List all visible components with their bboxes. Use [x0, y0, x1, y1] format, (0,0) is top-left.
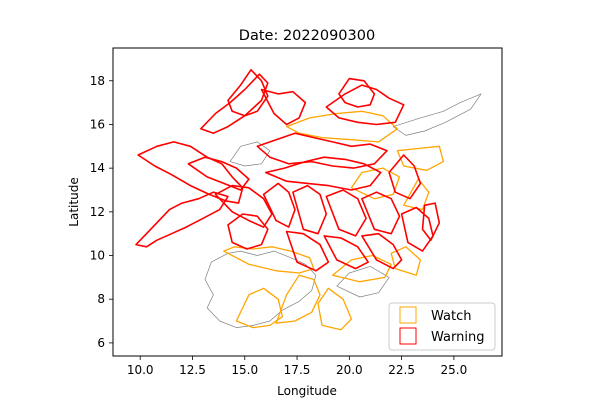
watch-region-11: [396, 145, 445, 171]
warning-region-27: [285, 230, 330, 272]
warning-region-17: [227, 69, 269, 117]
background-region-0: [204, 250, 317, 328]
warning-region-32: [388, 154, 422, 200]
watch-region-5: [235, 287, 284, 329]
background-region-1: [392, 93, 482, 136]
y-tick-label: 8: [97, 292, 105, 306]
y-tick-label: 18: [90, 74, 105, 88]
legend-warning-label: Warning: [431, 330, 484, 345]
background-region-2: [336, 266, 390, 298]
warning-region-34: [421, 202, 441, 241]
warning-region-35: [187, 156, 250, 191]
legend-watch-swatch: [399, 306, 417, 324]
y-tick-label: 12: [90, 205, 105, 219]
chart-title: Date: 2022090300: [239, 28, 375, 44]
background-regions-layer: [204, 93, 482, 328]
x-tick-label: 10.0: [127, 363, 154, 377]
x-tick-label: 22.5: [388, 363, 415, 377]
y-tick-label: 14: [90, 161, 105, 175]
warning-region-29: [323, 235, 370, 270]
legend-watch-label: Watch: [431, 309, 471, 324]
watch-region-10: [285, 110, 399, 143]
warning-region-30: [361, 191, 401, 235]
x-tick-label: 15.0: [231, 363, 258, 377]
y-axis-ticks: 6 8 10 12 14 16 18: [90, 74, 113, 350]
y-tick-label: 16: [90, 117, 105, 131]
warning-region-18: [260, 88, 307, 126]
warning-region-19: [325, 84, 405, 126]
y-tick-label: 10: [90, 249, 105, 263]
x-tick-label: 25.0: [441, 363, 468, 377]
warning-region-26: [292, 184, 328, 235]
watch-region-12: [350, 167, 401, 200]
watch-region-6: [275, 274, 321, 324]
warning-regions-layer: [135, 69, 441, 272]
watch-region-7: [317, 287, 353, 331]
warning-region-28: [325, 189, 367, 237]
plot-frame: [112, 47, 503, 357]
warning-region-21: [256, 132, 388, 169]
watch-region-8: [331, 254, 392, 283]
warning-region-25: [262, 182, 296, 228]
watch-regions-layer: [223, 110, 445, 331]
x-axis-ticks: 10.0 12.5 15.0 17.5 20.0 22.5 25.0: [127, 356, 467, 377]
y-axis-label: Latitude: [67, 177, 81, 226]
x-tick-label: 12.5: [179, 363, 206, 377]
warning-region-24: [227, 213, 269, 250]
x-tick-label: 17.5: [284, 363, 311, 377]
background-region-3: [229, 141, 271, 167]
warning-region-31: [361, 232, 403, 270]
warning-region-20: [338, 77, 376, 108]
x-tick-label: 20.0: [336, 363, 363, 377]
x-axis-label: Longitude: [277, 384, 337, 398]
y-tick-label: 6: [97, 336, 105, 350]
watch-region-9: [390, 246, 422, 276]
warning-region-23: [214, 184, 273, 228]
warning-region-22: [264, 156, 382, 191]
legend-warning-swatch: [399, 327, 417, 345]
warning-region-14: [135, 191, 229, 248]
legend: Watch Warning: [388, 302, 496, 351]
warning-region-16: [200, 73, 269, 134]
